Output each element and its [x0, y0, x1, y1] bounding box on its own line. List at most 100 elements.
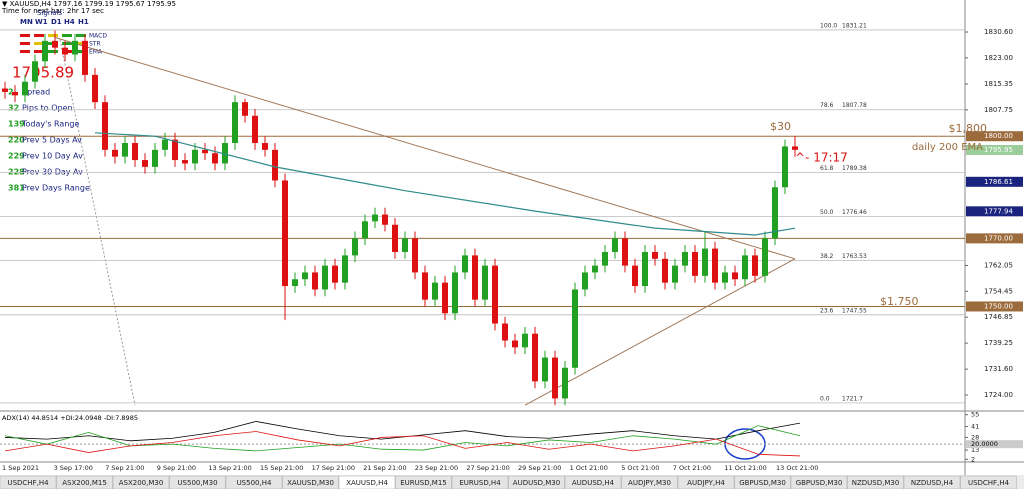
tab[interactable] [847, 475, 904, 489]
tab[interactable] [903, 475, 961, 489]
tab-label[interactable]: XAUUSD,H4 [346, 479, 388, 487]
tab-label[interactable]: EURUSD,M15 [400, 479, 447, 487]
y-tick-label: 1731.60 [984, 365, 1013, 373]
price-mark-label: 1770.00 [984, 234, 1013, 242]
tab-label[interactable]: GBPUSD,M30 [739, 479, 786, 487]
tab-label[interactable]: ASX200,M15 [62, 479, 107, 487]
candle-body [252, 115, 258, 144]
tab[interactable] [169, 475, 226, 489]
x-tick-label: 1 Sep 2021 [2, 464, 39, 472]
tab[interactable] [790, 475, 848, 489]
price-mark [966, 233, 1023, 244]
signal-tf: H4 [64, 18, 75, 26]
y-tick-label: 1807.75 [984, 106, 1013, 114]
candle-body [72, 40, 78, 55]
candle-body [132, 143, 138, 161]
candle-body [582, 272, 588, 290]
tab[interactable] [621, 475, 678, 489]
x-tick-label: 23 Sep 21:00 [415, 464, 458, 472]
candle-body [712, 248, 718, 283]
info-value: 229 [8, 152, 25, 161]
candle-body [632, 265, 638, 287]
candle-body [522, 333, 528, 348]
tab[interactable] [451, 475, 509, 489]
signal-dash [34, 42, 44, 45]
y-tick-label: 1830.60 [984, 28, 1013, 36]
tab[interactable] [960, 475, 1017, 489]
candle-body [542, 357, 548, 382]
candle-body [342, 255, 348, 283]
fib-price: 1763.53 [842, 253, 867, 260]
signal-dash [20, 34, 30, 37]
indicator-tick-label: 41 [971, 422, 979, 430]
indicator-level-label: 20.0000 [971, 440, 998, 448]
candle-body [42, 40, 48, 62]
tab-label[interactable]: US500,M30 [177, 479, 217, 487]
tab[interactable] [282, 475, 339, 489]
candle-body [272, 149, 278, 181]
tab[interactable] [0, 475, 57, 489]
tab-label[interactable]: EURUSD,H4 [459, 479, 501, 487]
info-label: Prev Days Range [22, 184, 90, 193]
candle-body [642, 251, 648, 287]
candle-body [182, 160, 188, 164]
tab[interactable] [112, 475, 170, 489]
candle-body [322, 265, 328, 290]
tab[interactable] [56, 475, 113, 489]
y-tick-label: 1724.00 [984, 391, 1013, 399]
candle-body [352, 238, 358, 256]
tab[interactable] [677, 475, 735, 489]
y-tick-label: 1746.85 [984, 313, 1013, 321]
tab-label[interactable]: GBPUSD,M30 [796, 479, 843, 487]
info-label: Prev 10 Day Av [22, 152, 83, 161]
indicator-tick-label: 55 [971, 411, 979, 419]
info-label: Pips to Open [22, 104, 73, 113]
tab[interactable] [734, 475, 791, 489]
tab[interactable] [225, 475, 283, 489]
signal-dash [76, 34, 86, 37]
tab-label[interactable]: USDCHF,H4 [7, 479, 49, 487]
signals-title: Signals [37, 9, 63, 17]
candle-body [162, 139, 168, 150]
fib-price: 1831.21 [842, 22, 867, 29]
y-tick-label: 1815.35 [984, 80, 1013, 88]
candle-body [512, 340, 518, 348]
tab-label[interactable]: AUDJPY,M30 [628, 479, 671, 487]
price-mark-label: 1777.94 [984, 207, 1013, 215]
candle-body [22, 81, 28, 96]
price-mark-label: 1800.00 [984, 132, 1013, 140]
x-tick-label: 13 Sep 21:00 [208, 464, 251, 472]
tab-label[interactable]: AUDUSD,H4 [572, 479, 615, 487]
tab-label[interactable]: NZDUSD,H4 [911, 479, 954, 487]
candle-body [242, 102, 248, 116]
tab-label[interactable]: NZDUSD,M30 [852, 479, 900, 487]
tab-label[interactable]: ASX200,M30 [119, 479, 164, 487]
fib-level: 78.6 [820, 102, 834, 109]
x-tick-label: 13 Oct 21:00 [776, 464, 818, 472]
price-mark [966, 176, 1023, 187]
candle-body [732, 272, 738, 280]
tab[interactable] [395, 475, 452, 489]
candle-body [442, 282, 448, 314]
x-tick-label: 29 Sep 21:00 [518, 464, 561, 472]
candle-body [602, 251, 608, 266]
tab-label[interactable]: AUDJPY,H4 [687, 479, 725, 487]
candle-body [622, 238, 628, 266]
tab-label[interactable]: USDCHF,H4 [968, 479, 1010, 487]
tab-label[interactable]: XAUUSD,M30 [287, 479, 334, 487]
signal-tf: W1 [35, 18, 48, 26]
tab-label[interactable]: US500,H4 [237, 479, 272, 487]
tab-label[interactable]: AUDUSD,M30 [513, 479, 560, 487]
candle-body [482, 265, 488, 300]
trendline [524, 258, 796, 406]
signal-row: EMA [89, 49, 103, 56]
candle-body [372, 214, 378, 222]
candle-body [262, 143, 268, 150]
candle-body [762, 238, 768, 276]
tab[interactable] [564, 475, 622, 489]
candle-body [472, 255, 478, 300]
x-tick-label: 7 Oct 21:00 [673, 464, 711, 472]
info-value: 2 [8, 88, 14, 97]
tab[interactable] [508, 475, 565, 489]
tab[interactable] [338, 475, 396, 489]
